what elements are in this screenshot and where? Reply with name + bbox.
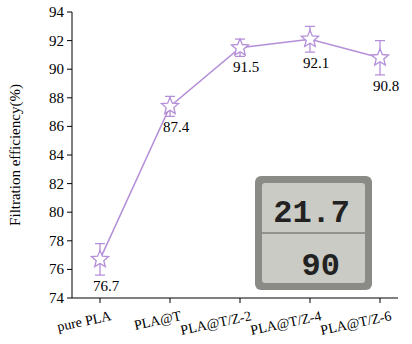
y-tick bbox=[67, 12, 72, 13]
y-axis-title: Filtration efficiency(%) bbox=[7, 84, 24, 226]
y-tick bbox=[67, 97, 72, 98]
marker bbox=[371, 49, 388, 65]
x-tick bbox=[310, 298, 311, 303]
y-tick bbox=[67, 183, 72, 184]
x-tick-label: PLA@T/Z-4 bbox=[249, 308, 323, 338]
y-tick bbox=[67, 69, 72, 70]
y-tick bbox=[67, 298, 72, 299]
marker bbox=[91, 250, 108, 266]
series-line bbox=[100, 39, 380, 259]
inset: 21.7 90 bbox=[255, 176, 372, 290]
inset-humidity: 90 bbox=[302, 248, 340, 285]
y-tick-label: 88 bbox=[49, 90, 64, 106]
x-tick-label: PLA@T/Z-2 bbox=[179, 308, 253, 338]
x-tick-label: PLA@T/Z-6 bbox=[319, 308, 393, 338]
y-tick bbox=[67, 155, 72, 156]
x-tick bbox=[240, 298, 241, 303]
y-tick-label: 80 bbox=[49, 204, 64, 220]
y-tick-label: 92 bbox=[49, 33, 64, 49]
y-tick-label: 94 bbox=[49, 4, 65, 20]
inset-temp: 21.7 bbox=[273, 195, 350, 232]
x-tick-label: pure PLA bbox=[56, 308, 114, 334]
plot-marks bbox=[91, 26, 388, 275]
y-tick-label: 76 bbox=[49, 261, 65, 277]
y-tick-label: 74 bbox=[49, 290, 65, 306]
y-tick bbox=[67, 269, 72, 270]
marker bbox=[161, 97, 178, 113]
data-label: 90.8 bbox=[373, 78, 399, 94]
data-label: 91.5 bbox=[233, 59, 259, 75]
x-tick bbox=[380, 298, 381, 303]
y-tick-label: 86 bbox=[49, 118, 65, 134]
x-tick-label: PLA@T bbox=[133, 308, 183, 333]
y-tick bbox=[67, 126, 72, 127]
y-tick-label: 82 bbox=[49, 176, 64, 192]
y-tick bbox=[67, 40, 72, 41]
inset-frame bbox=[255, 176, 372, 290]
chart: 74 76 78 80 82 84 86 88 90 92 94 Filtration efficie… bbox=[0, 0, 412, 344]
y-tick-label: 78 bbox=[49, 233, 64, 249]
x-axis bbox=[72, 298, 398, 299]
inset-divider bbox=[262, 233, 365, 234]
marker bbox=[301, 30, 318, 46]
y-tick bbox=[67, 212, 72, 213]
data-label: 87.4 bbox=[163, 119, 190, 135]
x-tick bbox=[100, 298, 101, 303]
x-tick bbox=[170, 298, 171, 303]
y-tick bbox=[67, 240, 72, 241]
y-tick-label: 90 bbox=[49, 61, 64, 77]
marker bbox=[231, 39, 248, 55]
y-tick-label: 84 bbox=[49, 147, 65, 163]
data-label: 76.7 bbox=[93, 278, 120, 294]
data-label: 92.1 bbox=[303, 55, 329, 71]
